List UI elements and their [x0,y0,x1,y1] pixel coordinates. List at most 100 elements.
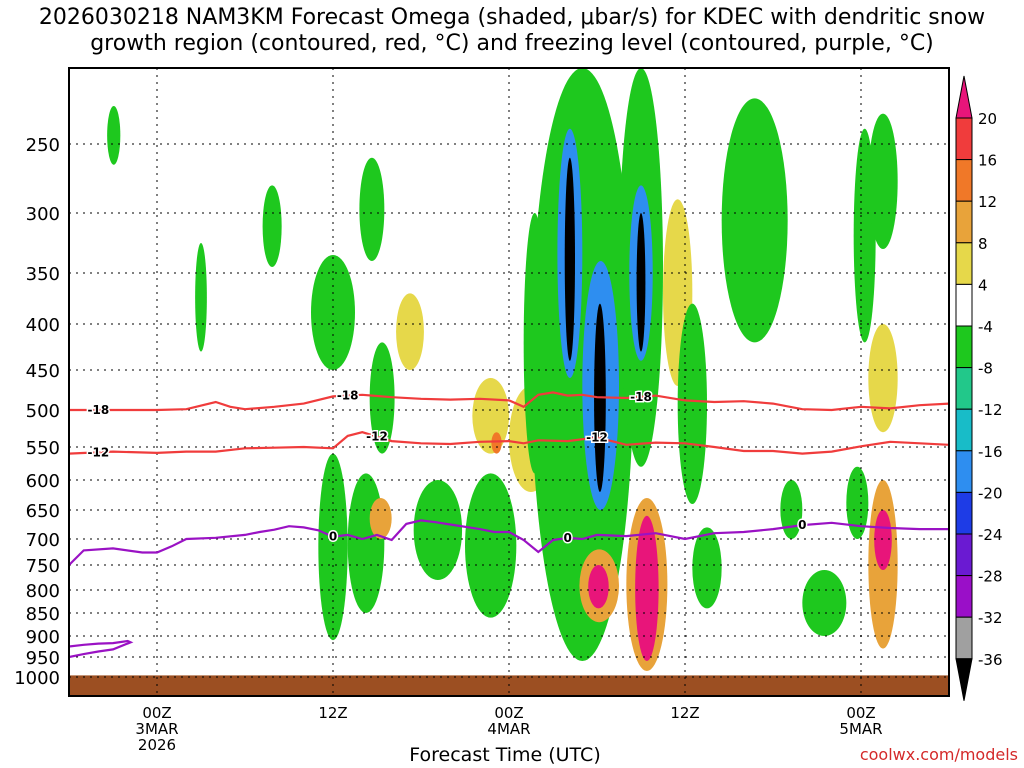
plot-frame [68,67,950,697]
colorbar-swatch-12 [955,575,973,618]
time-axis: 00Z 3MAR 2026 12Z 00Z 4MAR 12Z 00Z 5MAR [135,704,882,754]
omega-cell-13 [472,378,509,454]
contour-label-1-2: -18 [337,389,359,403]
y-tick-label-350: 350 [26,264,60,285]
colorbar-swatch-6 [955,325,973,369]
y-tick-label-300: 300 [26,204,60,225]
contour-label-1-3: -18 [630,390,652,404]
contour-layer: -18 -18 -18 -12 -12 -12 0 0 0 [69,387,949,659]
x-axis-title: Forecast Time (UTC) [409,744,601,766]
omega-cell-2 [195,242,207,352]
omega-cell-37 [868,324,898,433]
x-tick-label-3: 00Z 4MAR [487,704,530,738]
omega-cell-9 [318,453,348,641]
chart-title-line-1: 2026030218 NAM3KM Forecast Omega (shaded… [38,5,986,30]
x-tick-label-5: 00Z 5MAR [839,704,882,738]
contour-label-3-1: 0 [329,530,337,544]
omega-cell-30 [677,303,707,504]
colorbar-label-13: -32 [978,609,1003,627]
source-credit[interactable]: coolwx.com/models [859,745,1018,764]
omega-cell-19 [564,157,575,361]
contour-line-1 [69,391,949,412]
colorbar-swatch-5 [955,283,973,327]
omega-cell-39 [874,510,892,570]
colorbar-label-11: -24 [978,526,1003,544]
omega-cell-40 [868,113,898,249]
omega-cell-10 [347,473,385,613]
colorbar-label-5: 4 [978,276,988,294]
x-tick-label-1: 00Z 3MAR 2026 [135,704,178,754]
colorbar-swatch-4 [955,242,973,285]
colorbar-bottom-arrow [955,658,973,701]
colorbar-swatch-2 [955,159,973,202]
y-tick-label-450: 450 [26,361,60,382]
y-tick-label-400: 400 [26,315,60,336]
y-tick-label-900: 900 [26,627,60,648]
colorbar-swatch-8 [955,408,973,452]
y-tick-label-250: 250 [26,135,60,156]
y-tick-label-700: 700 [26,530,60,551]
colorbar-label-8: -12 [978,401,1003,419]
colorbar-label-4: 8 [978,235,988,253]
colorbar-label-3: 12 [978,193,997,211]
omega-cell-17 [531,68,634,661]
y-tick-label-950: 950 [26,648,60,669]
colorbar-swatch-10 [955,491,973,535]
omega-cell-14 [491,432,502,454]
colorbar-swatch-1 [955,117,973,161]
y-tick-label-550: 550 [26,438,60,459]
colorbar-label-6: -4 [978,318,993,336]
omega-cell-7 [396,293,424,371]
omega-cell-28 [635,515,659,662]
omega-cell-31 [692,527,722,609]
colorbar-label-12: -28 [978,568,1003,586]
contour-label-3-2: 0 [563,531,571,545]
omega-cell-24 [636,212,646,352]
omega-cell-34 [802,570,847,636]
y-tick-label-750: 750 [26,556,60,577]
x-tick-label-4: 12Z [670,704,699,722]
y-tick-label-1000: 1000 [14,668,60,689]
colorbar-label-10: -20 [978,484,1003,502]
colorbar-label-1: 20 [978,110,997,128]
omega-cell-12 [465,473,517,618]
omega-cell-32 [721,98,788,343]
contour-label-1-1: -18 [87,403,109,417]
omega-cell-1 [107,106,121,165]
y-tick-label-650: 650 [26,501,60,522]
colorbar-label-2: 16 [978,152,997,170]
omega-cell-4 [311,255,355,370]
colorbar-swatch-13 [955,616,973,660]
contour-label-2-3: -12 [586,430,608,444]
contour-label-3-3: 0 [798,518,806,532]
contour-line-2 [69,431,949,455]
omega-cell-6 [369,342,395,454]
colorbar-swatch-3 [955,200,973,244]
contour-line-4 [69,639,134,659]
pressure-axis: 2503003504004505005506006507007508008509… [14,135,60,689]
y-tick-label-600: 600 [26,471,60,492]
colorbar-swatch-11 [955,533,973,577]
omega-cell-26 [588,565,609,609]
colorbar-swatch-7 [955,367,973,410]
contour-label-2-2: -12 [366,430,388,444]
colorbar-top-arrow [955,75,973,119]
y-tick-label-800: 800 [26,581,60,602]
colorbar-swatch-9 [955,450,973,493]
y-tick-label-850: 850 [26,604,60,625]
x-tick-label-2: 12Z [318,704,347,722]
omega-cell-8 [413,480,463,580]
colorbar-label-14: -36 [978,651,1003,669]
contour-label-2-1: -12 [87,445,109,459]
omega-cell-3 [262,185,282,267]
omega-cell-35 [846,466,869,539]
colorbar-label-9: -16 [978,443,1003,461]
omega-cell-5 [359,157,385,261]
y-tick-label-500: 500 [26,401,60,422]
colorbar-label-7: -8 [978,360,993,378]
omega-shading-layer [107,68,898,671]
omega-colorbar: 20 16 12 8 4 -4 -8 -12 -16 -20 -24 -28 -32 -36 [955,75,1003,701]
chart-title-line-2: growth region (contoured, red, °C) and f… [90,31,934,56]
contour-line-3 [69,519,949,566]
